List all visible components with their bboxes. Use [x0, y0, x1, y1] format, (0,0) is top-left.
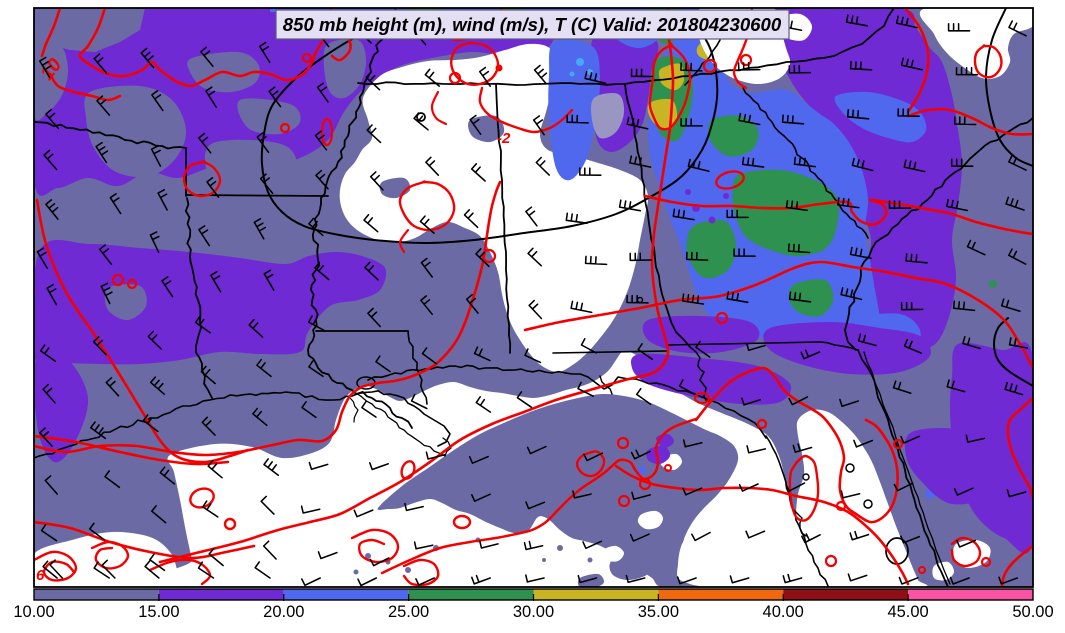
svg-text:35.00: 35.00 — [638, 603, 679, 621]
svg-text:45.00: 45.00 — [887, 603, 928, 621]
svg-text:50.00: 50.00 — [1012, 603, 1053, 621]
svg-text:20.00: 20.00 — [263, 603, 304, 621]
svg-text:15.00: 15.00 — [138, 603, 179, 621]
svg-text:25.00: 25.00 — [388, 603, 429, 621]
svg-text:-2: -2 — [497, 130, 511, 147]
svg-text:850 mb height (m), wind (m/s),: 850 mb height (m), wind (m/s), T (C) Val… — [283, 14, 782, 35]
svg-text:6: 6 — [36, 567, 45, 584]
svg-text:40.00: 40.00 — [763, 603, 804, 621]
svg-text:30.00: 30.00 — [513, 603, 554, 621]
svg-text:10.00: 10.00 — [13, 603, 54, 621]
